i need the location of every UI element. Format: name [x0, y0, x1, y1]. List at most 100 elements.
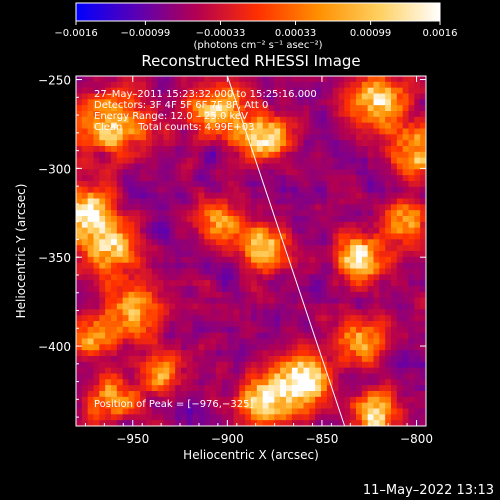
- heatmap-cell: [169, 198, 176, 205]
- heatmap-cell: [297, 87, 305, 95]
- heatmap-cell: [332, 169, 340, 176]
- heatmap-cell: [350, 198, 357, 205]
- heatmap-cell: [151, 344, 159, 351]
- heatmap-cell: [192, 309, 200, 316]
- heatmap-cell: [227, 204, 235, 211]
- heatmap-cell: [210, 344, 217, 351]
- heatmap-cell: [87, 367, 95, 375]
- heatmap-cell: [332, 81, 340, 89]
- heatmap-cell: [361, 198, 369, 205]
- heatmap-cell: [274, 408, 281, 415]
- heatmap-cell: [239, 297, 246, 305]
- heatmap-cell: [186, 338, 194, 345]
- heatmap-cell: [186, 344, 194, 351]
- heatmap-cell: [210, 76, 217, 83]
- heatmap-cell: [420, 367, 426, 375]
- heatmap-cell: [210, 221, 217, 229]
- heatmap-cell: [116, 408, 124, 415]
- heatmap-cell: [227, 256, 235, 264]
- heatmap-cell: [210, 408, 217, 415]
- heatmap-cell: [408, 169, 415, 176]
- heatmap-cell: [367, 204, 375, 211]
- heatmap-cell: [140, 297, 147, 305]
- heatmap-cell: [81, 169, 89, 176]
- heatmap-cell: [76, 361, 83, 369]
- heatmap-cell: [233, 175, 240, 182]
- heatmap-cell: [210, 93, 217, 100]
- heatmap-cell: [373, 181, 380, 188]
- heatmap-cell: [245, 262, 252, 270]
- heatmap-cell: [76, 169, 83, 176]
- heatmap-cell: [198, 297, 205, 305]
- heatmap-cell: [245, 309, 252, 316]
- heatmap-cell: [157, 169, 165, 176]
- heatmap-cell: [268, 286, 275, 293]
- heatmap-cell: [321, 251, 328, 258]
- heatmap-cell: [181, 361, 188, 369]
- heatmap-cell: [221, 204, 229, 211]
- heatmap-cell: [134, 99, 141, 106]
- heatmap-cell: [157, 216, 165, 223]
- heatmap-cell: [140, 233, 147, 240]
- heatmap-cell: [245, 163, 252, 170]
- heatmap-cell: [233, 111, 240, 118]
- heatmap-cell: [251, 87, 258, 95]
- heatmap-cell: [169, 338, 176, 345]
- heatmap-cell: [251, 186, 258, 194]
- heatmap-cell: [151, 87, 159, 95]
- heatmap-cell: [210, 111, 217, 118]
- heatmap-cell: [210, 175, 217, 182]
- heatmap-cell: [408, 163, 415, 170]
- heatmap-cell: [227, 385, 235, 392]
- heatmap-cell: [350, 111, 357, 118]
- heatmap-cell: [157, 356, 165, 363]
- heatmap-cell: [192, 116, 200, 124]
- heatmap-cell: [326, 198, 334, 205]
- heatmap-cell: [280, 93, 287, 100]
- heatmap-cell: [134, 332, 141, 340]
- heatmap-cell: [81, 76, 89, 83]
- heatmap-cell: [391, 93, 398, 100]
- heatmap-cell: [344, 239, 351, 246]
- heatmap-cell: [315, 198, 322, 205]
- heatmap-cell: [227, 186, 235, 194]
- heatmap-cell: [99, 297, 106, 305]
- heatmap-cell: [128, 280, 135, 287]
- heatmap-cell: [239, 303, 246, 310]
- heatmap-cell: [338, 87, 345, 95]
- heatmap-cell: [414, 262, 421, 270]
- heatmap-cell: [385, 402, 392, 410]
- heatmap-cell: [408, 146, 415, 153]
- heatmap-cell: [356, 262, 363, 270]
- heatmap-cell: [76, 181, 83, 188]
- heatmap-cell: [233, 93, 240, 100]
- heatmap-cell: [332, 186, 340, 194]
- heatmap-cell: [134, 297, 141, 305]
- heatmap-cell: [245, 99, 252, 106]
- heatmap-cell: [198, 186, 205, 194]
- heatmap-cell: [76, 396, 83, 404]
- heatmap-cell: [367, 332, 375, 340]
- heatmap-cell: [315, 175, 322, 182]
- heatmap-cell: [216, 192, 223, 200]
- heatmap-cell: [192, 286, 200, 293]
- heatmap-cell: [134, 134, 141, 141]
- heatmap-cell: [216, 157, 223, 165]
- heatmap-cell: [181, 251, 188, 258]
- heatmap-cell: [332, 414, 340, 421]
- heatmap-cell: [396, 169, 404, 176]
- heatmap-cell: [140, 385, 147, 392]
- heatmap-cell: [385, 245, 392, 252]
- heatmap-cell: [402, 350, 410, 357]
- heatmap-cell: [140, 309, 147, 316]
- heatmap-cell: [169, 332, 176, 340]
- heatmap-cell: [233, 326, 240, 334]
- heatmap-cell: [87, 122, 95, 130]
- heatmap-cell: [402, 221, 410, 229]
- heatmap-cell: [385, 344, 392, 351]
- heatmap-cell: [268, 245, 275, 252]
- heatmap-cell: [221, 286, 229, 293]
- heatmap-cell: [146, 81, 153, 89]
- heatmap-cell: [367, 344, 375, 351]
- heatmap-cell: [268, 239, 275, 246]
